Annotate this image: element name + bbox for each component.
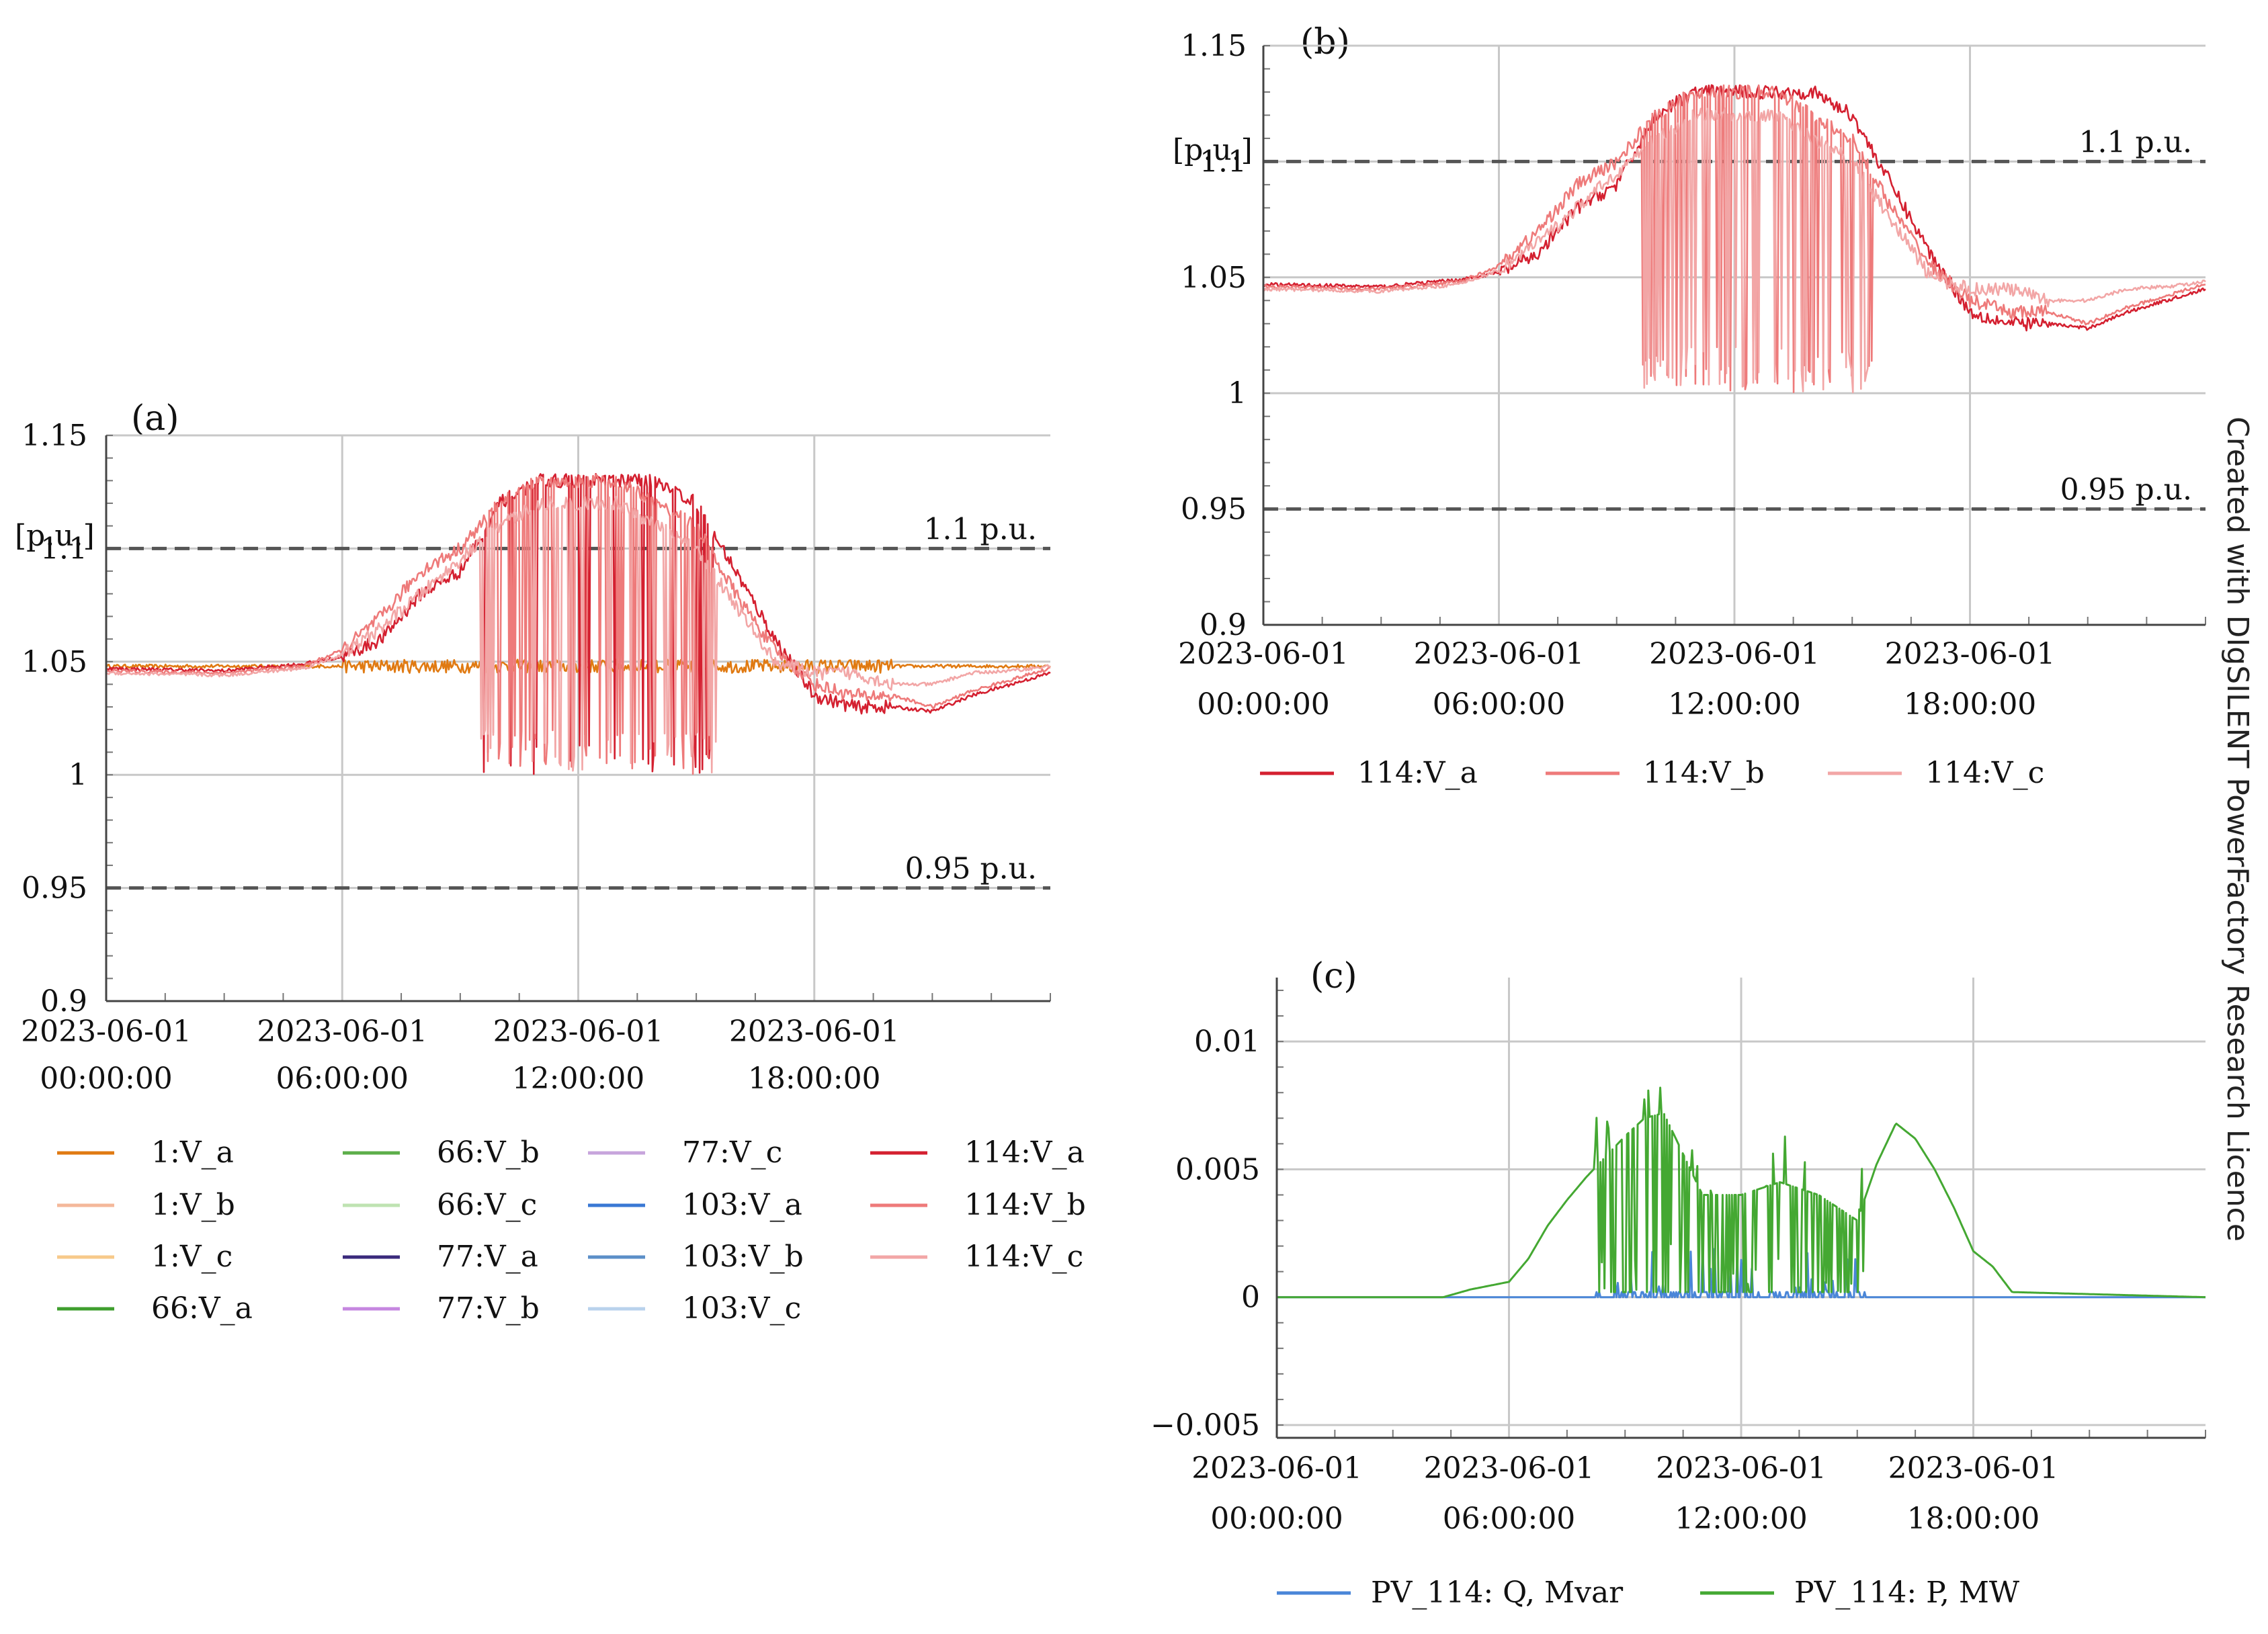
series-line-c-PV-114-P-MW bbox=[1277, 1086, 2206, 1299]
x-tick-date-c: 2023-06-01 bbox=[1888, 1451, 2059, 1486]
legend-label-a: 77:V_a bbox=[437, 1240, 538, 1274]
legend-label-a: 1:V_c bbox=[151, 1240, 233, 1274]
legend-label-b: 114:V_a bbox=[1357, 756, 1478, 790]
series-line-a-114-V-b bbox=[106, 474, 1051, 775]
legend-label-c: PV_114: P, MW bbox=[1794, 1576, 2020, 1610]
series-line-a-1-V-a bbox=[105, 658, 1051, 674]
legend-label-a: 1:V_b bbox=[151, 1188, 235, 1222]
y-tick-label-b: 1.05 bbox=[1181, 261, 1247, 295]
panel-label-c: (c) bbox=[1310, 956, 1357, 996]
series-line-a-114-V-c bbox=[106, 495, 1051, 773]
chart-panel-c: (c) 0.01 0.005 0 −0.005 2023-06-01 00:00:00 20… bbox=[1150, 956, 2206, 1610]
x-tick-time-a: 12:00:00 bbox=[512, 1062, 645, 1096]
y-tick-label-c: 0.01 bbox=[1194, 1025, 1260, 1059]
x-tick-date-b: 2023-06-01 bbox=[1178, 637, 1349, 671]
x-tick-time-a: 06:00:00 bbox=[276, 1062, 409, 1096]
y-tick-label-c: −0.005 bbox=[1150, 1408, 1260, 1443]
y-tick-label-b: 0.9 bbox=[1200, 608, 1247, 642]
legend-label-a: 103:V_a bbox=[682, 1188, 802, 1222]
y-tick-label-b: 1 bbox=[1228, 376, 1247, 411]
panel-label-b: (b) bbox=[1300, 22, 1350, 62]
y-tick-label-b: 1.15 bbox=[1181, 29, 1247, 63]
x-tick-time-c: 00:00:00 bbox=[1210, 1502, 1343, 1536]
y-tick-label-a: 1 bbox=[69, 758, 87, 792]
watermark-text: Created with DIgSILENT PowerFactory Rese… bbox=[2220, 417, 2255, 1242]
y-axis-unit-a: [p.u.] bbox=[15, 519, 95, 553]
x-tick-date-a: 2023-06-01 bbox=[257, 1015, 427, 1049]
legend-label-a: 77:V_c bbox=[682, 1135, 782, 1170]
y-tick-label-a: 0.95 bbox=[22, 871, 87, 906]
legend-label-b: 114:V_b bbox=[1643, 756, 1765, 790]
series-line-b-114-V-b bbox=[1263, 84, 2206, 394]
x-tick-date-c: 2023-06-01 bbox=[1191, 1451, 1362, 1486]
y-tick-label-c: 0.005 bbox=[1175, 1152, 1260, 1187]
chart-panel-a: (a) [p.u.] 1.15 1.1 1.05 1 0.95 0.9 1.1 p.u. 0.… bbox=[15, 398, 1086, 1326]
y-axis-unit-b: [p.u.] bbox=[1173, 133, 1253, 167]
x-tick-date-a: 2023-06-01 bbox=[21, 1015, 192, 1049]
legend-label-a: 103:V_c bbox=[682, 1291, 801, 1326]
x-tick-time-b: 12:00:00 bbox=[1668, 687, 1801, 722]
y-tick-label-a: 1.15 bbox=[22, 419, 87, 453]
legend-label-a: 66:V_a bbox=[151, 1291, 253, 1326]
y-tick-label-a: 1.1 bbox=[40, 531, 87, 566]
x-tick-time-c: 12:00:00 bbox=[1675, 1502, 1808, 1536]
x-tick-time-c: 06:00:00 bbox=[1443, 1502, 1576, 1536]
legend-label-a: 77:V_b bbox=[437, 1291, 540, 1326]
x-tick-time-b: 06:00:00 bbox=[1433, 687, 1566, 722]
y-tick-label-c: 0 bbox=[1241, 1281, 1260, 1315]
reference-label-b: 1.1 p.u. bbox=[2079, 125, 2192, 159]
x-tick-date-c: 2023-06-01 bbox=[1656, 1451, 1826, 1486]
x-tick-date-a: 2023-06-01 bbox=[729, 1015, 900, 1049]
x-tick-time-b: 18:00:00 bbox=[1904, 687, 2037, 722]
x-tick-date-b: 2023-06-01 bbox=[1885, 637, 2056, 671]
x-tick-time-c: 18:00:00 bbox=[1907, 1502, 2040, 1536]
y-tick-label-a: 0.9 bbox=[40, 984, 87, 1019]
chart-panel-b: (b) [p.u.] 1.15 1.1 1.05 1 0.95 0.9 1.1 p.u. 0.… bbox=[1173, 22, 2206, 790]
x-tick-time-a: 00:00:00 bbox=[40, 1062, 173, 1096]
legend-label-a: 1:V_a bbox=[151, 1135, 234, 1170]
legend-label-a: 66:V_c bbox=[437, 1188, 537, 1222]
legend-label-a: 103:V_b bbox=[682, 1240, 804, 1274]
legend-label-c: PV_114: Q, Mvar bbox=[1371, 1576, 1624, 1610]
x-tick-date-b: 2023-06-01 bbox=[1414, 637, 1585, 671]
x-tick-time-a: 18:00:00 bbox=[748, 1062, 881, 1096]
series-line-b-114-V-c bbox=[1262, 108, 2206, 394]
reference-label-a: 1.1 p.u. bbox=[924, 512, 1037, 546]
y-tick-label-b: 1.1 bbox=[1200, 144, 1247, 179]
legend-label-a: 66:V_b bbox=[437, 1135, 540, 1170]
legend-label-a: 114:V_b bbox=[964, 1188, 1086, 1222]
x-tick-date-a: 2023-06-01 bbox=[493, 1015, 664, 1049]
panel-label-a: (a) bbox=[131, 398, 179, 439]
legend-label-a: 114:V_a bbox=[964, 1135, 1085, 1170]
x-tick-time-b: 00:00:00 bbox=[1197, 687, 1330, 722]
y-tick-label-a: 1.05 bbox=[22, 645, 87, 679]
legend-label-a: 114:V_c bbox=[964, 1240, 1083, 1274]
x-tick-date-b: 2023-06-01 bbox=[1649, 637, 1820, 671]
legend-label-b: 114:V_c bbox=[1925, 756, 2044, 790]
y-tick-label-b: 0.95 bbox=[1181, 492, 1247, 527]
reference-label-b: 0.95 p.u. bbox=[2060, 473, 2192, 507]
x-tick-date-c: 2023-06-01 bbox=[1424, 1451, 1595, 1486]
reference-label-a: 0.95 p.u. bbox=[905, 852, 1037, 886]
